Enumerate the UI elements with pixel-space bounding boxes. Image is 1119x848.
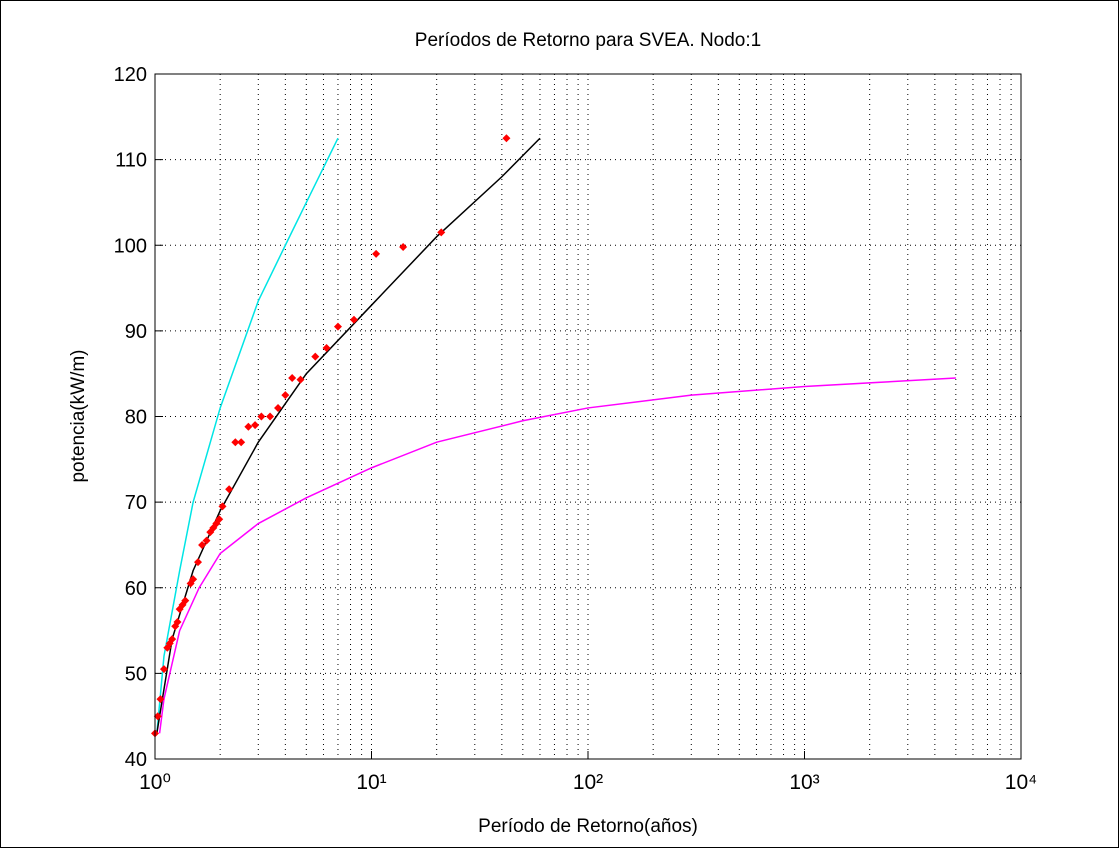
- data-point: [399, 242, 408, 251]
- data-point: [237, 438, 246, 447]
- data-point: [168, 635, 177, 644]
- data-line: [156, 137, 541, 734]
- y-tick-label: 80: [125, 407, 147, 429]
- data-point: [202, 536, 211, 545]
- data-point: [288, 373, 297, 382]
- x-tick-label: 10⁴: [1005, 771, 1037, 794]
- y-tick-label: 100: [114, 235, 147, 257]
- y-tick-label: 60: [125, 578, 147, 600]
- data-point: [311, 352, 320, 361]
- data-point: [333, 322, 342, 331]
- x-tick-label: 10²: [573, 771, 603, 794]
- chart-title: Períodos de Retorno para SVEA. Nodo:1: [415, 30, 761, 51]
- data-point: [281, 391, 290, 400]
- data-point: [372, 249, 381, 258]
- plot-area: [155, 74, 1021, 759]
- data-point: [198, 540, 207, 549]
- data-point: [502, 134, 511, 143]
- data-point: [194, 558, 203, 567]
- x-tick-label: 10¹: [356, 771, 386, 794]
- y-tick-label: 120: [114, 64, 147, 86]
- data-point: [189, 575, 198, 584]
- data-point: [181, 596, 190, 605]
- data-point: [215, 515, 224, 524]
- data-point: [156, 695, 165, 704]
- data-point: [218, 502, 227, 511]
- x-axis-label: Período de Retorno(años): [478, 816, 698, 837]
- data-point: [257, 412, 266, 421]
- y-tick-label: 110: [115, 150, 147, 172]
- data-line: [158, 377, 956, 734]
- data-point: [251, 421, 260, 430]
- y-tick-label: 90: [125, 321, 147, 343]
- data-point: [225, 485, 234, 494]
- data-point: [322, 344, 331, 352]
- y-tick-label: 70: [125, 492, 147, 514]
- data-point: [159, 665, 168, 674]
- data-point: [349, 315, 358, 324]
- data-point: [296, 375, 305, 384]
- data-point: [173, 618, 182, 626]
- data-point: [437, 228, 446, 237]
- data-line: [156, 137, 339, 734]
- y-tick-label: 40: [125, 749, 147, 771]
- x-tick-label: 10³: [789, 771, 819, 794]
- y-tick-label: 50: [125, 663, 147, 685]
- data-point: [153, 712, 162, 721]
- data-point: [266, 412, 275, 421]
- x-tick-label: 10⁰: [139, 771, 171, 794]
- data-point: [231, 438, 240, 447]
- data-point: [244, 422, 253, 431]
- data-point: [274, 403, 283, 412]
- y-axis-label: potencia(kW/m): [68, 349, 89, 482]
- plot-frame: [154, 73, 1022, 760]
